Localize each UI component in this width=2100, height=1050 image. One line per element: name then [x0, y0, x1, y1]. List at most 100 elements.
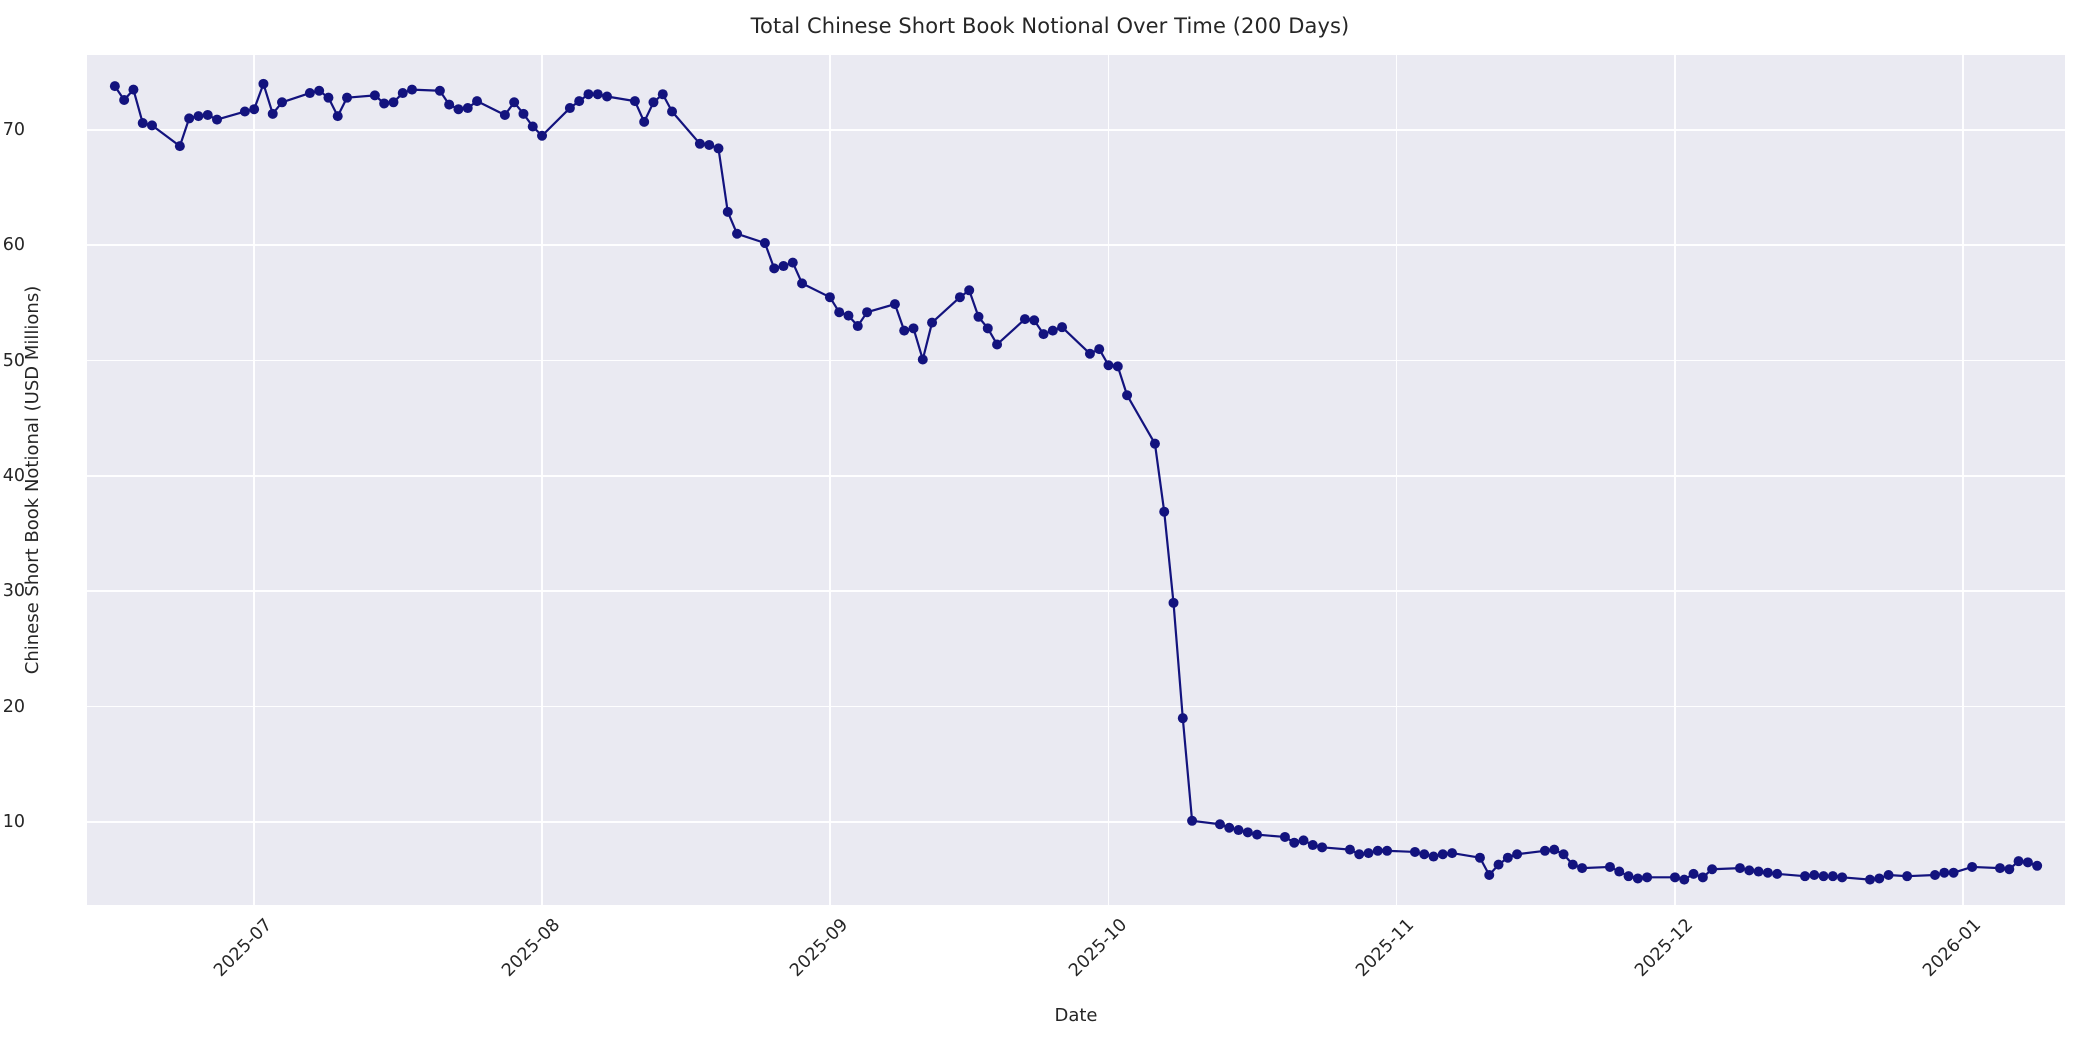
x-axis-label: Date — [1054, 1005, 1098, 1026]
gridline-horizontal — [87, 244, 2065, 247]
data-point-marker — [1669, 872, 1680, 883]
data-point-marker — [1317, 842, 1328, 853]
gridline-horizontal — [87, 359, 2065, 362]
data-point-marker — [1177, 713, 1188, 724]
data-point-marker — [787, 257, 798, 268]
data-point-marker — [434, 85, 445, 96]
data-point-marker — [1614, 866, 1625, 877]
data-point-marker — [1187, 815, 1198, 826]
data-point-marker — [973, 311, 984, 322]
gridline-horizontal — [87, 590, 2065, 593]
data-point-marker — [769, 263, 780, 274]
data-point-marker — [1827, 871, 1838, 882]
data-point-marker — [1809, 870, 1820, 881]
data-point-marker — [1799, 871, 1810, 882]
y-axis-label: Chinese Short Book Notional (USD Million… — [22, 285, 43, 675]
x-axis-tick-label: 2025-09 — [786, 915, 853, 981]
data-point-marker — [1874, 873, 1885, 884]
data-point-marker — [1604, 861, 1615, 872]
data-point-marker — [1929, 870, 1940, 881]
gridline-horizontal — [87, 129, 2065, 131]
data-point-marker — [128, 84, 139, 95]
data-point-marker — [1642, 872, 1653, 883]
data-point-marker — [629, 96, 640, 107]
data-point-marker — [982, 323, 993, 334]
data-point-marker — [667, 106, 678, 117]
data-point-marker — [304, 88, 315, 99]
data-point-marker — [843, 310, 854, 321]
y-axis-tick-label: 30 — [2, 581, 25, 602]
data-point-marker — [1233, 825, 1244, 836]
data-point-marker — [1948, 867, 1959, 878]
data-point-marker — [323, 92, 334, 103]
data-point-marker — [332, 111, 343, 122]
data-point-marker — [1753, 866, 1764, 877]
data-point-marker — [444, 99, 455, 110]
data-point-marker — [453, 104, 464, 115]
x-axis-tick-label: 2025-10 — [1064, 915, 1131, 981]
data-point-marker — [1057, 322, 1068, 333]
data-point-marker — [2022, 857, 2033, 868]
data-point-marker — [174, 141, 185, 152]
data-point-marker — [1122, 390, 1133, 401]
data-point-marker — [927, 317, 938, 328]
data-point-marker — [1902, 871, 1913, 882]
data-point-marker — [1307, 840, 1318, 851]
data-point-marker — [1474, 852, 1485, 863]
data-point-marker — [379, 98, 390, 109]
data-point-marker — [1224, 822, 1235, 833]
data-point-marker — [592, 89, 603, 100]
series-line-chart — [109, 78, 2043, 885]
y-axis-tick-label: 70 — [2, 119, 25, 140]
data-point-marker — [1437, 849, 1448, 860]
data-point-marker — [1558, 849, 1569, 860]
data-point-marker — [1279, 831, 1290, 842]
data-point-marker — [639, 116, 650, 127]
data-point-marker — [1697, 872, 1708, 883]
data-point-marker — [1242, 827, 1253, 838]
plot-area — [87, 55, 2065, 905]
data-point-marker — [1539, 845, 1550, 856]
data-point-marker — [797, 278, 808, 289]
data-point-marker — [1512, 849, 1523, 860]
data-point-marker — [1428, 851, 1439, 862]
data-point-marker — [778, 261, 789, 272]
data-point-marker — [1214, 819, 1225, 830]
data-point-marker — [369, 90, 380, 101]
data-point-marker — [537, 130, 548, 141]
data-point-marker — [713, 143, 724, 154]
series-markers — [109, 78, 2043, 885]
data-point-marker — [2013, 856, 2024, 867]
series-line — [113, 82, 2039, 881]
data-point-marker — [574, 96, 585, 107]
data-point-marker — [212, 114, 223, 125]
data-point-marker — [1818, 871, 1829, 882]
data-point-marker — [2004, 864, 2015, 875]
data-point-marker — [193, 111, 204, 122]
data-point-marker — [249, 104, 260, 115]
data-point-marker — [407, 84, 418, 95]
data-point-marker — [657, 89, 668, 100]
data-point-marker — [834, 307, 845, 318]
data-point-marker — [1883, 870, 1894, 881]
data-point-marker — [1094, 344, 1105, 355]
y-axis-tick-label: 10 — [2, 811, 25, 832]
data-point-marker — [462, 103, 473, 114]
data-point-marker — [1382, 845, 1393, 856]
data-point-marker — [1038, 329, 1049, 340]
gridline-horizontal — [87, 705, 2065, 708]
data-point-marker — [258, 78, 269, 89]
data-point-marker — [267, 108, 278, 119]
data-point-marker — [1409, 846, 1420, 857]
gridline-vertical — [1962, 55, 1964, 905]
x-axis-tick-label: 2025-12 — [1631, 915, 1698, 981]
data-point-marker — [388, 97, 399, 108]
data-point-marker — [1493, 859, 1504, 870]
data-point-marker — [1623, 871, 1634, 882]
data-point-marker — [1734, 863, 1745, 874]
data-point-marker — [583, 89, 594, 100]
data-point-marker — [1864, 874, 1875, 885]
data-point-marker — [992, 339, 1003, 350]
data-point-marker — [202, 109, 213, 120]
